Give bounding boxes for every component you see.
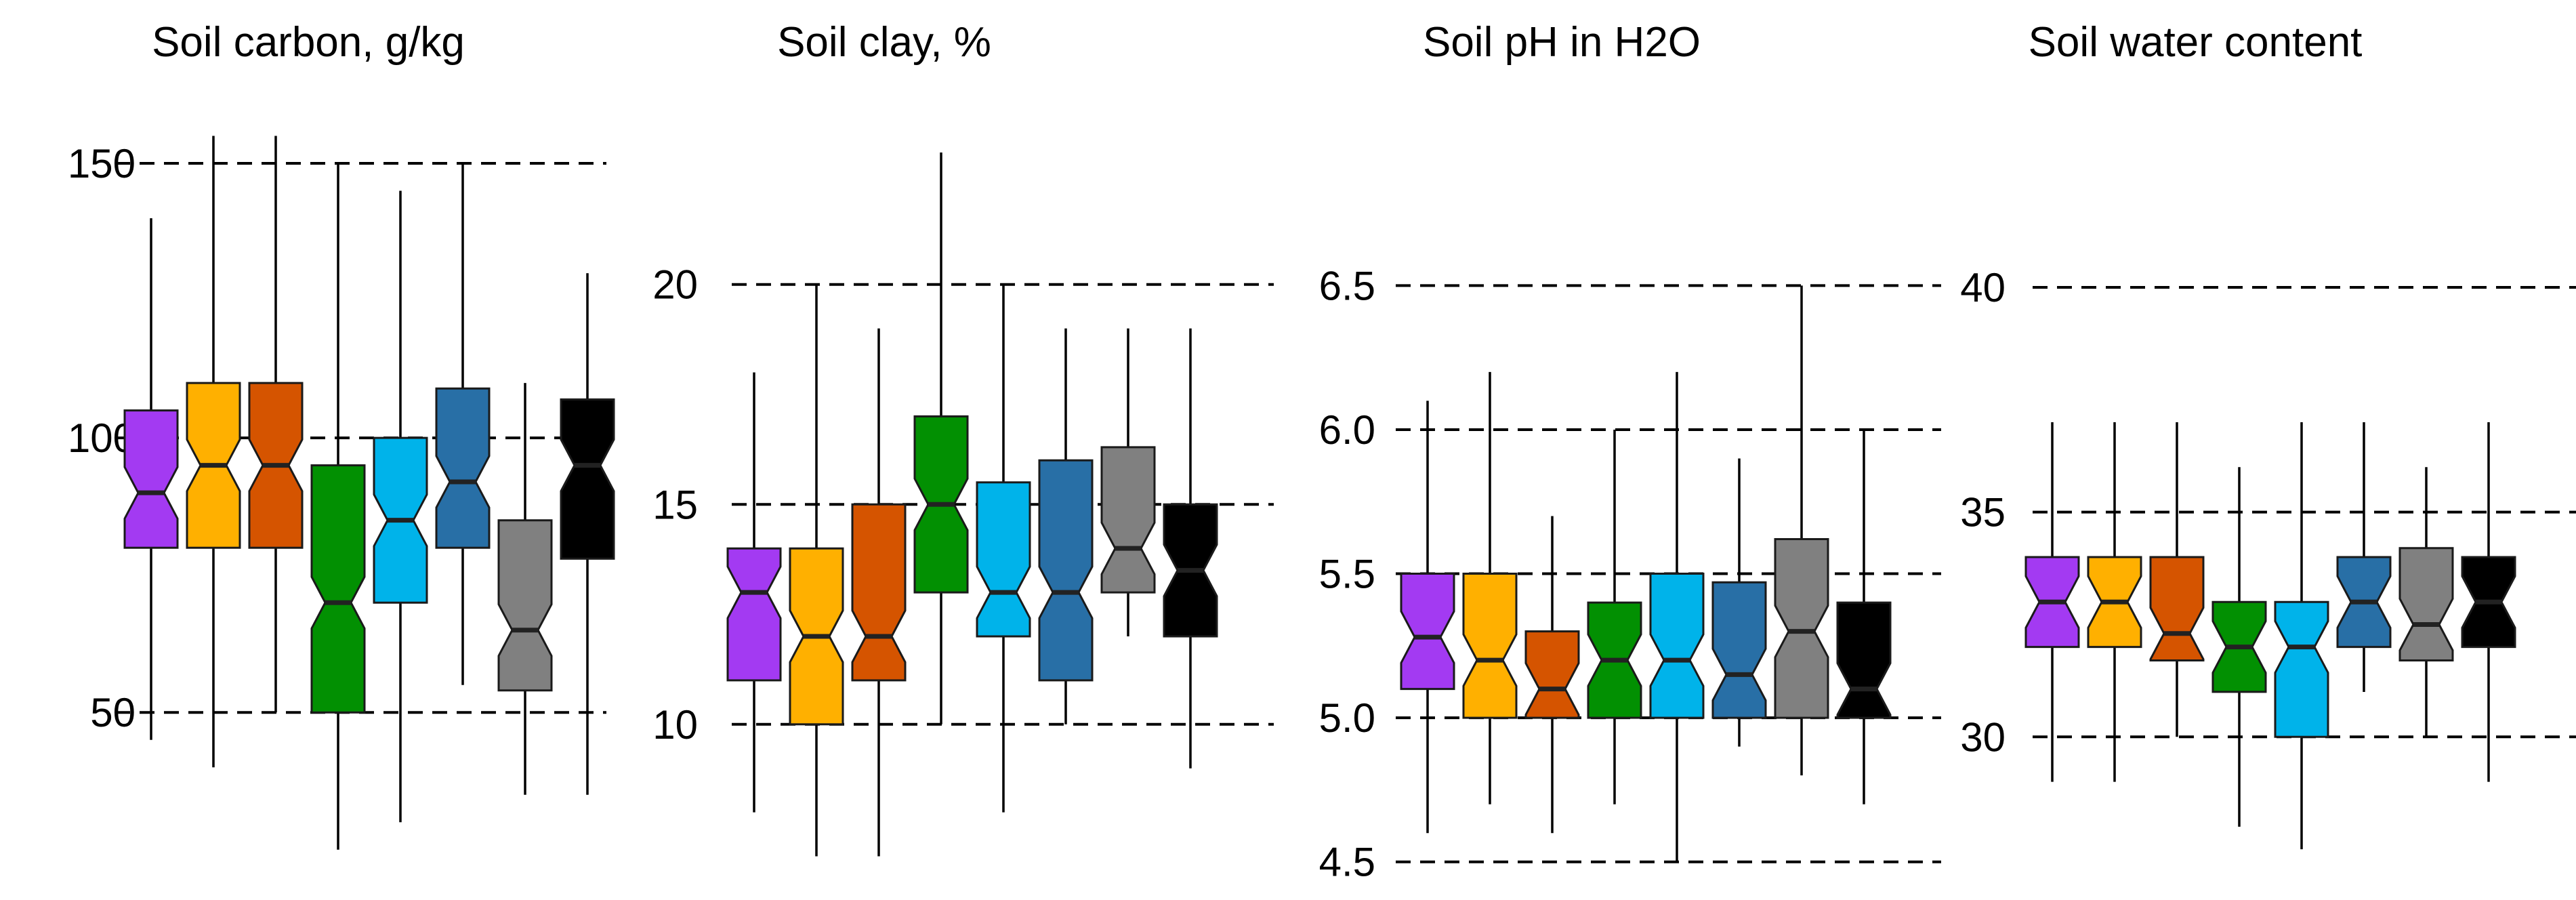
y-tick-label: 35 — [1960, 490, 2006, 535]
box-body — [1100, 446, 1156, 594]
box-body — [1524, 630, 1580, 719]
box-body — [435, 387, 491, 549]
y-tick-label: 5.0 — [1319, 695, 1375, 741]
box-1 — [726, 372, 782, 813]
box-body — [1462, 573, 1518, 719]
box-6 — [435, 163, 491, 685]
box-4 — [913, 152, 969, 724]
box-5 — [2274, 422, 2329, 850]
y-tick-label: 10 — [652, 702, 698, 748]
y-tick-label: 40 — [1960, 265, 2006, 310]
y-tick-label: 15 — [652, 482, 698, 527]
box-8 — [1163, 328, 1218, 769]
box-8 — [1836, 429, 1892, 804]
box-body — [2149, 556, 2205, 661]
box-body — [1836, 601, 1892, 719]
box-body — [310, 464, 366, 714]
y-tick-label: 5.5 — [1319, 552, 1375, 597]
box-body — [851, 503, 907, 682]
y-tick-label: 50 — [90, 690, 136, 735]
box-1 — [2024, 422, 2080, 782]
box-body — [123, 409, 179, 549]
box-7 — [497, 383, 553, 795]
chart-panel-2: Soil clay, % 10 15 20 — [652, 19, 1274, 857]
box-6 — [1038, 328, 1094, 724]
box-5 — [373, 190, 428, 823]
panel-title: Soil clay, % — [777, 19, 991, 66]
panel-title: Soil water content — [2029, 19, 2363, 66]
y-tick-label: 30 — [1960, 714, 2006, 760]
box-1 — [123, 218, 179, 740]
chart-panel-4: Soil water content 30 35 40 — [1960, 19, 2576, 850]
box-7 — [1100, 328, 1156, 636]
box-body — [1649, 573, 1705, 719]
box-7 — [1774, 285, 1829, 776]
box-body — [1038, 459, 1094, 682]
y-tick-label: 4.5 — [1319, 840, 1375, 885]
box-4 — [2211, 467, 2267, 827]
box-3 — [248, 136, 304, 713]
panel-title: Soil carbon, g/kg — [152, 19, 465, 66]
box-body — [976, 481, 1031, 638]
box-body — [2398, 547, 2454, 661]
box-6 — [2336, 422, 2392, 692]
box-5 — [976, 284, 1031, 813]
box-3 — [2149, 422, 2205, 737]
y-tick-label: 150 — [68, 141, 136, 186]
box-3 — [1524, 516, 1580, 834]
y-tick-label: 6.5 — [1319, 263, 1375, 308]
box-body — [560, 398, 615, 560]
box-body — [1400, 573, 1455, 691]
box-8 — [2461, 422, 2516, 782]
box-body — [1774, 538, 1829, 719]
box-2 — [1462, 371, 1518, 804]
box-4 — [310, 163, 366, 850]
box-3 — [851, 328, 907, 857]
box-5 — [1649, 371, 1705, 862]
box-6 — [1711, 458, 1767, 747]
box-2 — [789, 284, 844, 857]
y-tick-label: 6.0 — [1319, 407, 1375, 453]
box-body — [497, 519, 553, 692]
chart-panel-3: Soil pH in H2O 4.5 5.0 5.5 6.0 6.5 — [1319, 19, 1941, 885]
box-2 — [186, 136, 241, 768]
box-8 — [560, 273, 615, 795]
box-body — [2274, 600, 2329, 738]
y-tick-label: 20 — [652, 262, 698, 308]
box-7 — [2398, 467, 2454, 737]
box-4 — [1587, 429, 1642, 804]
box-body — [1711, 581, 1767, 719]
panel-title: Soil pH in H2O — [1423, 19, 1701, 66]
box-2 — [2087, 422, 2142, 782]
box-body — [726, 547, 782, 682]
box-1 — [1400, 401, 1455, 834]
